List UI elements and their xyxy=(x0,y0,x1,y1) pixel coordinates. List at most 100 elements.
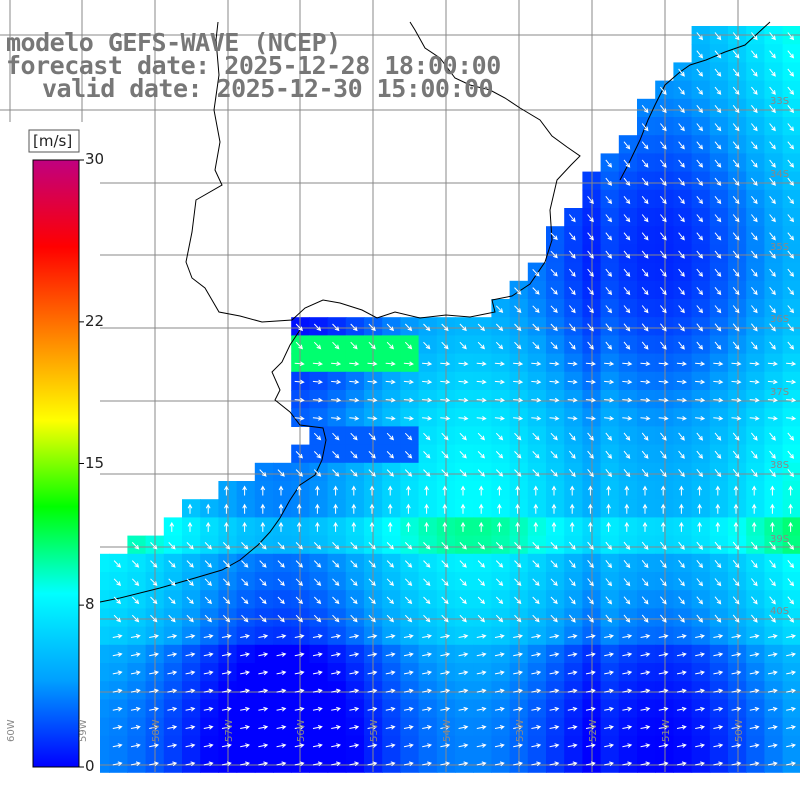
wind-cell xyxy=(691,98,711,118)
wind-arrow xyxy=(569,305,576,314)
wind-cell xyxy=(400,462,420,482)
wind-cell xyxy=(782,535,800,555)
wind-arrow xyxy=(569,521,575,532)
wind-arrow xyxy=(787,323,795,332)
wind-cell xyxy=(618,390,638,409)
wind-cell xyxy=(345,371,365,391)
wind-cell xyxy=(673,117,693,136)
wind-arrow xyxy=(294,670,305,676)
wind-arrow xyxy=(367,379,378,385)
wind-cell xyxy=(254,517,274,537)
wind-cell xyxy=(546,444,565,464)
wind-cell xyxy=(182,535,201,555)
wind-arrow xyxy=(714,123,722,132)
wind-arrow xyxy=(751,323,758,332)
wind-arrow xyxy=(295,451,304,459)
wind-arrow xyxy=(312,361,323,367)
wind-cell xyxy=(236,608,256,628)
wind-cell xyxy=(455,390,474,409)
wind-arrow xyxy=(440,361,451,367)
wind-cell xyxy=(691,371,711,391)
wind-arrow xyxy=(423,341,431,350)
wind-cell xyxy=(455,499,474,518)
wind-arrow xyxy=(605,250,613,259)
wind-cell xyxy=(782,572,800,591)
wind-arrow xyxy=(787,432,795,441)
wind-cell xyxy=(637,335,656,355)
wind-arrow xyxy=(623,432,631,441)
wind-arrow xyxy=(313,341,322,350)
wind-arrow xyxy=(787,50,795,59)
wind-arrow xyxy=(623,578,631,587)
wind-cell xyxy=(400,444,420,464)
wind-arrow xyxy=(385,634,396,639)
wind-arrow xyxy=(514,596,522,605)
wind-arrow xyxy=(422,670,433,676)
wind-cell xyxy=(473,390,492,409)
wind-arrow xyxy=(714,232,722,241)
wind-cell xyxy=(691,353,711,373)
wind-cell xyxy=(600,390,620,409)
wind-arrow xyxy=(186,560,194,568)
wind-arrow xyxy=(550,232,558,241)
wind-arrow xyxy=(185,688,196,694)
wind-arrow xyxy=(221,688,232,694)
wind-arrow xyxy=(769,195,776,205)
wind-arrow xyxy=(622,415,633,421)
wind-arrow xyxy=(770,503,775,514)
wind-cell xyxy=(254,608,274,628)
wind-arrow xyxy=(550,614,558,623)
wind-cell xyxy=(637,353,656,373)
wind-arrow xyxy=(787,32,795,41)
wind-arrow xyxy=(204,560,213,568)
wind-cell xyxy=(618,226,638,245)
wind-arrow xyxy=(351,503,357,514)
wind-cell xyxy=(691,590,711,609)
wind-arrow xyxy=(441,469,449,477)
wind-arrow xyxy=(532,341,540,350)
wind-arrow xyxy=(476,634,487,639)
wind-cell xyxy=(600,462,620,482)
wind-arrow xyxy=(769,104,776,114)
wind-cell xyxy=(473,353,492,373)
wind-cell xyxy=(709,171,729,191)
wind-cell xyxy=(764,208,784,227)
wind-cell xyxy=(764,44,784,63)
wind-arrow xyxy=(203,634,214,639)
wind-cell xyxy=(637,462,656,482)
wind-arrow xyxy=(769,468,776,478)
wind-cell xyxy=(746,208,765,227)
wind-arrow xyxy=(660,450,667,459)
wind-arrow xyxy=(678,159,685,168)
wind-arrow xyxy=(660,614,667,623)
wind-cell xyxy=(327,517,347,537)
wind-cell xyxy=(746,462,765,482)
wind-arrow xyxy=(587,541,594,550)
wind-arrow xyxy=(259,596,267,605)
wind-arrow xyxy=(350,560,358,568)
wind-cell xyxy=(637,208,656,227)
wind-arrow xyxy=(567,725,578,730)
wind-arrow xyxy=(660,578,667,587)
wind-arrow xyxy=(660,268,667,277)
wind-arrow xyxy=(641,305,649,314)
wind-cell xyxy=(273,608,292,628)
wind-cell xyxy=(673,426,693,446)
wind-arrow xyxy=(767,743,778,748)
wind-arrow xyxy=(787,578,795,587)
wind-cell xyxy=(200,499,219,518)
wind-arrow xyxy=(294,743,305,748)
wind-arrow xyxy=(241,614,249,623)
wind-arrow xyxy=(458,743,469,748)
wind-cell xyxy=(673,499,693,518)
wind-cell xyxy=(418,608,438,628)
wind-arrow xyxy=(770,485,775,496)
wind-cell xyxy=(618,208,638,227)
wind-arrow xyxy=(697,485,702,496)
wind-cell xyxy=(746,408,765,427)
wind-cell xyxy=(709,135,729,154)
wind-cell xyxy=(637,499,656,518)
wind-arrow xyxy=(623,232,631,241)
forecast-date: forecast date: 2025-12-28 18:00:00 xyxy=(6,51,501,80)
